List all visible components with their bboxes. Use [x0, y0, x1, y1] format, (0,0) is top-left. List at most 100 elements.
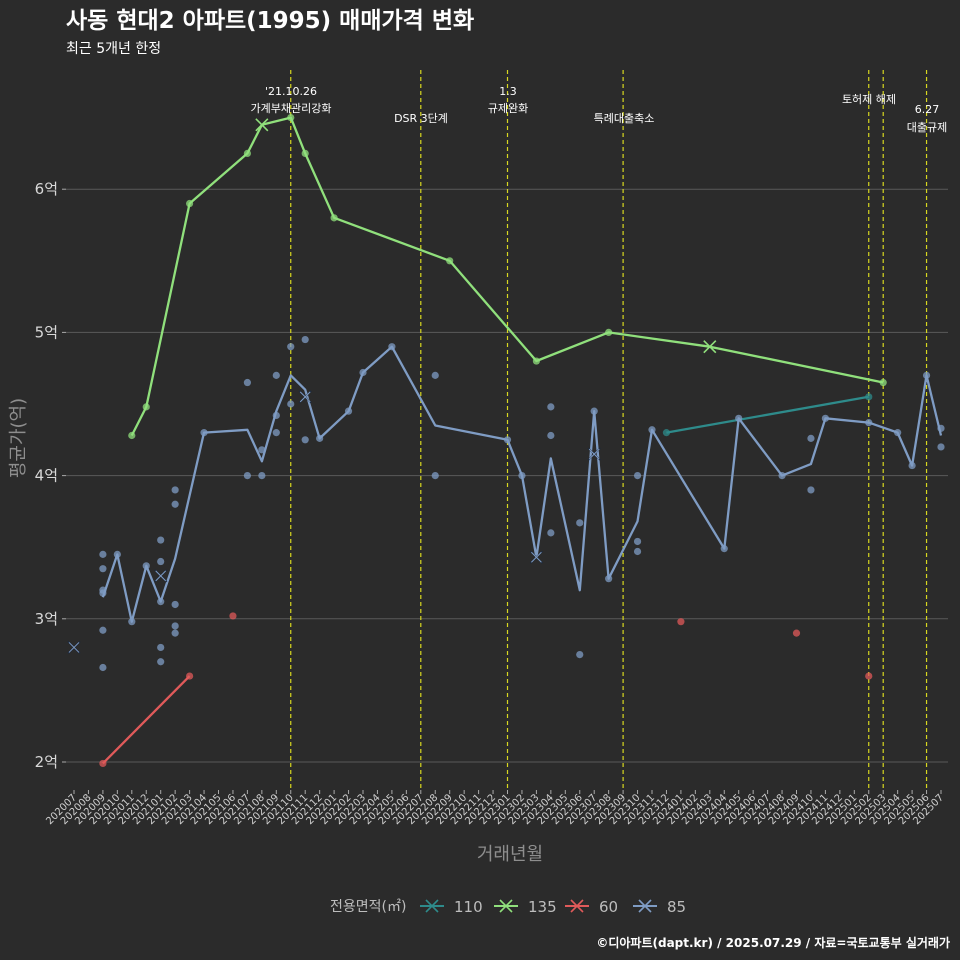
cross-stroke — [155, 570, 167, 582]
caption: ©디아파트(dapt.kr) / 2025.07.29 / 자료=국토교통부 실… — [596, 935, 950, 950]
legend-label: 110 — [454, 898, 483, 916]
data-point — [99, 565, 107, 573]
data-point — [157, 658, 165, 666]
event-label: DSR 3단계 — [394, 112, 448, 125]
data-point — [272, 371, 280, 379]
series-line-135 — [130, 116, 884, 437]
data-point — [807, 486, 815, 494]
data-point — [633, 547, 642, 556]
data-point — [171, 600, 179, 609]
data-point — [171, 629, 179, 637]
cross-marker — [298, 390, 312, 404]
y-tick-label: 3억 — [35, 610, 58, 628]
cross-stroke — [531, 551, 542, 563]
cross-stroke — [299, 391, 311, 403]
data-point — [99, 550, 107, 558]
chart-title: 사동 현대2 아파트(1995) 매매가격 변화 — [66, 8, 474, 34]
data-point — [243, 472, 251, 480]
data-point — [157, 557, 165, 566]
event-label: 토허제 해제 — [842, 92, 896, 106]
data-point — [287, 400, 295, 408]
data-point — [865, 672, 873, 680]
data-point — [229, 612, 237, 620]
y-tick-label: 5억 — [35, 323, 58, 341]
cross-stroke — [588, 448, 600, 460]
y-axis-label: 평균가(억) — [8, 398, 29, 478]
cross-marker — [67, 640, 81, 655]
legend-item-60: 60 — [565, 898, 618, 916]
legend: 전용면적(㎡) 110 135 60 85 — [330, 898, 686, 916]
cross-marker — [154, 569, 168, 583]
data-point — [677, 618, 685, 626]
series-135 — [128, 114, 887, 440]
data-point — [99, 626, 107, 634]
cross-marker — [703, 340, 717, 354]
data-point — [171, 486, 179, 494]
data-point — [431, 371, 439, 379]
legend-swatch-cross — [570, 899, 584, 913]
series-110 — [662, 393, 873, 437]
x-axis-label: 거래년월 — [477, 844, 543, 865]
legend-item-110: 110 — [420, 898, 483, 916]
data-point — [633, 537, 642, 546]
data-point — [243, 378, 251, 387]
series-line-110 — [666, 395, 870, 434]
legend-item-85: 85 — [633, 898, 686, 916]
event-label: 1.3 — [499, 85, 517, 98]
data-point — [301, 436, 309, 444]
data-point — [157, 536, 165, 544]
x-axis-ticks: 2020072020082020092020102020112020122021… — [44, 790, 946, 827]
cross-stroke — [703, 340, 717, 354]
series-line-60 — [102, 675, 191, 765]
data-point — [547, 403, 555, 411]
data-point — [576, 519, 584, 527]
data-point — [937, 443, 945, 451]
data-point — [157, 643, 165, 652]
legend-swatch-cross — [499, 899, 513, 913]
data-point — [879, 378, 887, 387]
data-point — [431, 472, 439, 480]
event-label: 특례대출축소 — [594, 112, 655, 125]
event-label: 가계부채관리강화 — [251, 102, 332, 115]
event-label: 대출규제 — [907, 121, 947, 134]
cross-stroke — [68, 642, 80, 653]
series-85 — [67, 335, 945, 672]
y-tick-label: 4억 — [35, 467, 58, 485]
event-label: '21.10.26 — [265, 85, 317, 98]
cross-marker — [255, 118, 269, 132]
legend-item-135: 135 — [494, 898, 557, 916]
data-point — [807, 434, 815, 442]
y-axis-ticks: 2억 3억 4억 5억 6억 — [35, 180, 66, 771]
legend-label: 135 — [528, 898, 557, 916]
data-point — [287, 343, 295, 351]
data-point — [171, 500, 179, 508]
data-point — [258, 472, 266, 480]
series-60 — [99, 612, 873, 768]
data-point — [576, 651, 584, 659]
data-point — [99, 663, 107, 672]
data-point — [171, 622, 179, 630]
event-label: 규제완화 — [488, 102, 528, 115]
legend-label: 60 — [599, 898, 618, 916]
data-point — [547, 431, 555, 440]
y-tick-label: 6억 — [35, 180, 58, 198]
legend-swatch-cross — [425, 899, 439, 913]
cross-stroke — [255, 118, 269, 132]
event-label: 6.27 — [915, 103, 940, 116]
data-point — [272, 429, 280, 437]
cross-marker — [529, 550, 543, 564]
series-layer — [67, 114, 945, 768]
data-point — [301, 335, 309, 344]
legend-swatch-cross — [638, 899, 652, 913]
legend-label: 85 — [667, 898, 686, 916]
chart-subtitle: 최근 5개년 한정 — [66, 41, 161, 57]
series-line-85 — [101, 345, 943, 623]
data-point — [792, 629, 801, 637]
y-tick-label: 2억 — [35, 753, 58, 771]
legend-title: 전용면적(㎡) — [330, 899, 406, 915]
cross-marker — [587, 447, 601, 461]
data-point — [547, 529, 555, 537]
data-point — [633, 472, 642, 480]
